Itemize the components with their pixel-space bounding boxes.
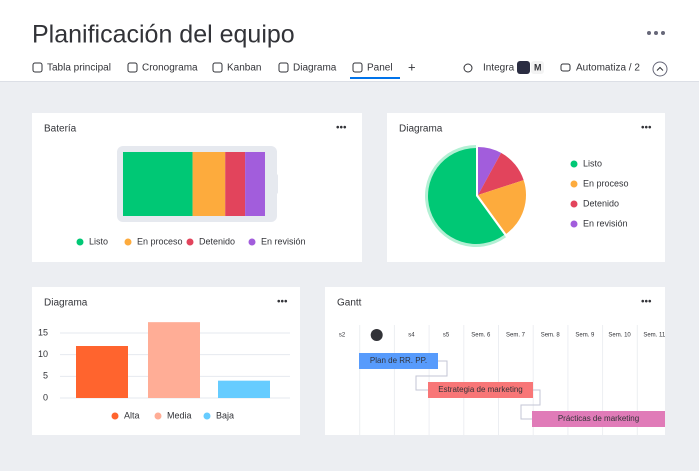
- tab[interactable]: Diagrama: [293, 63, 337, 74]
- add-tab[interactable]: +: [408, 59, 416, 74]
- legend-label: Detenido: [199, 236, 235, 246]
- legend-label: Detenido: [583, 198, 619, 208]
- gantt-bar[interactable]: [532, 411, 665, 427]
- collapse-button[interactable]: [652, 61, 668, 77]
- y-tick-label: 5: [43, 371, 48, 381]
- gantt-column: Sem. 9: [575, 333, 595, 339]
- gantt-column: Sem. 11: [643, 333, 666, 339]
- legend-dot: [154, 412, 162, 420]
- gantt-column: s4: [408, 333, 415, 339]
- gantt-column: Sem. 6: [471, 333, 491, 339]
- widget-title: Diagrama: [399, 124, 443, 135]
- gantt-column: Sem. 10: [608, 333, 631, 339]
- gantt-column: s3: [374, 333, 381, 339]
- gantt-column: Sem. 7: [506, 333, 526, 339]
- legend-label: En revisión: [583, 218, 628, 228]
- legend-dot: [570, 180, 578, 188]
- y-tick-label: 10: [38, 349, 48, 359]
- dependency: [520, 389, 541, 420]
- header: [0, 0, 699, 82]
- y-tick-label: 0: [43, 392, 48, 402]
- integrate-icon: [463, 63, 473, 73]
- battery-segment: [225, 152, 246, 216]
- battery-segment: [123, 152, 193, 216]
- gantt-bar[interactable]: [359, 353, 438, 369]
- tab[interactable]: Panel: [367, 63, 393, 74]
- legend-dot: [203, 412, 211, 420]
- legend-label: En revisión: [261, 236, 306, 246]
- bar: [218, 380, 270, 398]
- widget-menu[interactable]: •••: [336, 123, 347, 134]
- y-tick-label: 15: [38, 327, 48, 337]
- tab-icon: [32, 62, 43, 73]
- tab-icon: [352, 62, 363, 73]
- legend-dot: [76, 238, 84, 246]
- legend-dot: [570, 160, 578, 168]
- gantt-task: Plan de RR. PP.: [370, 356, 427, 365]
- legend-dot: [111, 412, 119, 420]
- bar: [76, 346, 128, 398]
- widget-menu[interactable]: •••: [641, 297, 652, 308]
- legend-label: Alta: [124, 410, 140, 420]
- legend-label: Listo: [583, 158, 602, 168]
- widget-title: Batería: [44, 124, 77, 135]
- gantt-task: Estrategia de marketing: [438, 385, 523, 394]
- collapse-icon: [656, 66, 664, 71]
- tab-icon: [278, 62, 289, 73]
- legend-dot: [570, 200, 578, 208]
- gantt-column: Sem. 8: [541, 333, 561, 339]
- pie-slice: [478, 180, 526, 234]
- tab-icon: [127, 62, 138, 73]
- gantt-column: s5: [443, 333, 450, 339]
- tab[interactable]: Kanban: [227, 63, 261, 74]
- dependency: [415, 360, 448, 391]
- pie-slice: [478, 147, 502, 195]
- more-menu[interactable]: [647, 31, 665, 35]
- legend-label: Media: [167, 410, 192, 420]
- legend-label: En proceso: [583, 178, 629, 188]
- legend-dot: [570, 220, 578, 228]
- widget-menu[interactable]: •••: [277, 297, 288, 308]
- gantt-bar[interactable]: [428, 382, 533, 398]
- automate[interactable]: Automatiza / 2: [576, 63, 640, 74]
- battery-segment: [192, 152, 226, 216]
- legend-label: Listo: [89, 236, 108, 246]
- tab-icon: [212, 62, 223, 73]
- gmail-icon: M: [534, 62, 542, 72]
- app-icon: [531, 61, 544, 74]
- pie-slice: [478, 152, 524, 195]
- tab[interactable]: Cronograma: [142, 63, 198, 74]
- current-week: [370, 329, 383, 341]
- tab[interactable]: Tabla principal: [47, 63, 111, 74]
- pie-slice: [428, 148, 505, 245]
- legend-label: Baja: [216, 410, 234, 420]
- legend-label: En proceso: [137, 236, 183, 246]
- bar: [148, 322, 200, 398]
- gantt-column: s2: [339, 333, 346, 339]
- legend-dot: [248, 238, 256, 246]
- legend-dot: [186, 238, 194, 246]
- battery-segment: [245, 152, 265, 216]
- widget-title: Gantt: [337, 298, 362, 309]
- widget-menu[interactable]: •••: [641, 123, 652, 134]
- integrate[interactable]: Integra: [483, 63, 515, 74]
- gantt-task: Prácticas de marketing: [558, 414, 639, 423]
- active-tab-indicator: [350, 77, 400, 79]
- legend-dot: [124, 238, 132, 246]
- battery-nub: [268, 174, 278, 194]
- widget-title: Diagrama: [44, 298, 88, 309]
- board-title: Planificación del equipo: [32, 21, 295, 49]
- automate-icon: [560, 63, 571, 72]
- app-icon: [517, 61, 530, 74]
